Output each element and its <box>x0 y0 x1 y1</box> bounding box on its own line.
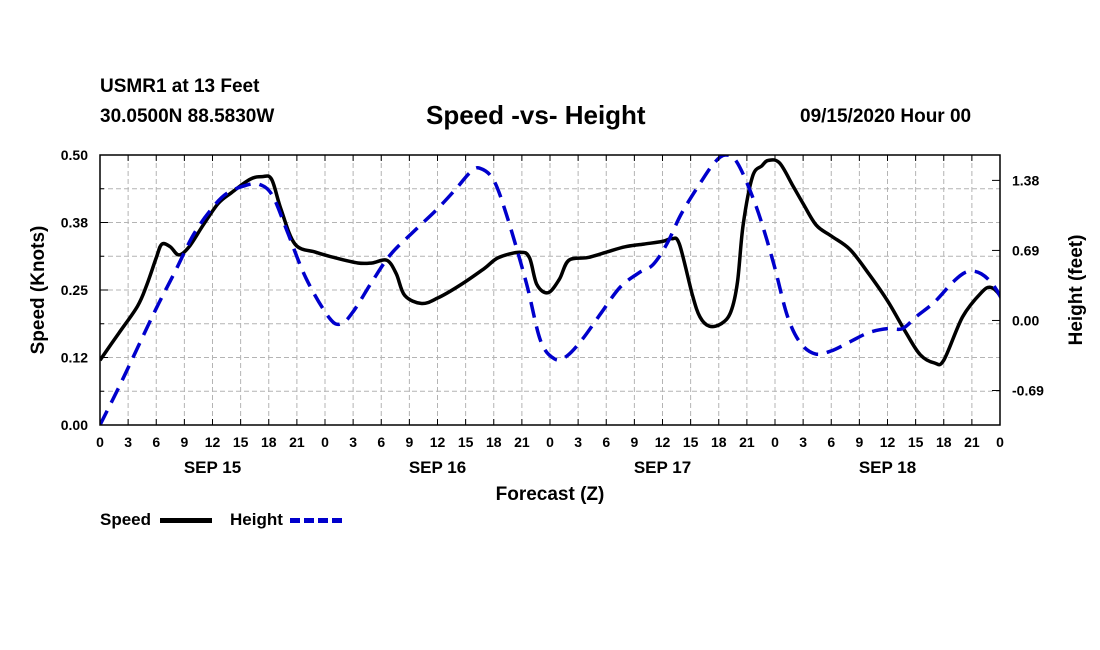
x-tick-label: 15 <box>458 434 474 450</box>
x-tick-label: 3 <box>349 434 357 450</box>
x-tick-label: 0 <box>546 434 554 450</box>
x-tick-label: 15 <box>233 434 249 450</box>
x-tick-label: 3 <box>574 434 582 450</box>
legend-speed-swatch <box>160 518 212 523</box>
x-tick-label: 12 <box>655 434 671 450</box>
y-tick-label: 0.25 <box>61 282 88 298</box>
x-tick-label: 18 <box>936 434 952 450</box>
x-tick-label: 9 <box>405 434 413 450</box>
x-tick-label: 15 <box>908 434 924 450</box>
y-tick-label: 0.00 <box>61 417 88 433</box>
y-axis-title: Speed (Knots) <box>28 226 49 355</box>
x-tick-label: 9 <box>630 434 638 450</box>
y2-tick-label: -0.69 <box>1012 382 1044 398</box>
x-tick-label: 18 <box>486 434 502 450</box>
series-speed-line <box>100 158 1000 367</box>
axes: 0 3 6 9 12 15 18 21 0 3 6 9 12 15 18 21 0 3 6 9 12 15 18 21 0 3 6 9… <box>28 147 1087 505</box>
chart-title: Speed -vs- Height <box>426 100 646 130</box>
legend-speed-label: Speed <box>100 510 152 529</box>
y-tick-label: 0.38 <box>61 215 88 231</box>
x-tick-label: 0 <box>96 434 104 450</box>
x-tick-label: 6 <box>152 434 160 450</box>
x-tick-label: 21 <box>289 434 305 450</box>
x-axis-title: Forecast (Z) <box>496 484 605 505</box>
x-tick-label: 0 <box>321 434 329 450</box>
x-tick-label: 6 <box>827 434 835 450</box>
legend-height-label: Height <box>230 510 283 529</box>
day-label: SEP 16 <box>409 458 466 477</box>
y2-tick-label: 0.69 <box>1012 242 1039 258</box>
x-tick-label: 12 <box>430 434 446 450</box>
x-tick-label: 15 <box>683 434 699 450</box>
x-tick-label: 6 <box>602 434 610 450</box>
day-label: SEP 18 <box>859 458 916 477</box>
x-tick-label: 18 <box>261 434 277 450</box>
y-tick-label: 0.50 <box>61 147 88 163</box>
x-tick-label: 12 <box>880 434 896 450</box>
x-tick-label: 18 <box>711 434 727 450</box>
x-tick-label: 3 <box>799 434 807 450</box>
station-label: USMR1 at 13 Feet <box>100 76 260 97</box>
x-tick-label: 0 <box>771 434 779 450</box>
y2-tick-label: 0.00 <box>1012 312 1039 328</box>
x-tick-label: 21 <box>964 434 980 450</box>
y2-tick-label: 1.38 <box>1012 172 1039 188</box>
x-tick-label: 9 <box>180 434 188 450</box>
x-tick-label: 9 <box>855 434 863 450</box>
x-tick-label: 3 <box>124 434 132 450</box>
coordinates-label: 30.0500N 88.5830W <box>100 106 275 127</box>
x-tick-label: 21 <box>739 434 755 450</box>
series-lines <box>100 155 1000 425</box>
forecast-date-label: 09/15/2020 Hour 00 <box>800 106 972 127</box>
x-tick-label: 6 <box>377 434 385 450</box>
x-tick-label: 0 <box>996 434 1004 450</box>
day-label: SEP 15 <box>184 458 241 477</box>
day-label: SEP 17 <box>634 458 691 477</box>
x-tick-label: 12 <box>205 434 221 450</box>
series-height-line <box>100 155 1000 425</box>
y2-axis-title: Height (feet) <box>1066 235 1087 346</box>
x-tick-label: 21 <box>514 434 530 450</box>
y-tick-label: 0.12 <box>61 350 88 366</box>
legend-height-swatch <box>290 518 342 523</box>
